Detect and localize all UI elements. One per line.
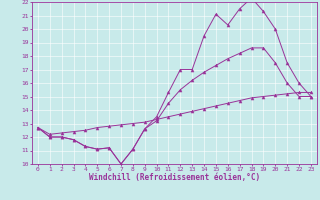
X-axis label: Windchill (Refroidissement éolien,°C): Windchill (Refroidissement éolien,°C) [89, 173, 260, 182]
